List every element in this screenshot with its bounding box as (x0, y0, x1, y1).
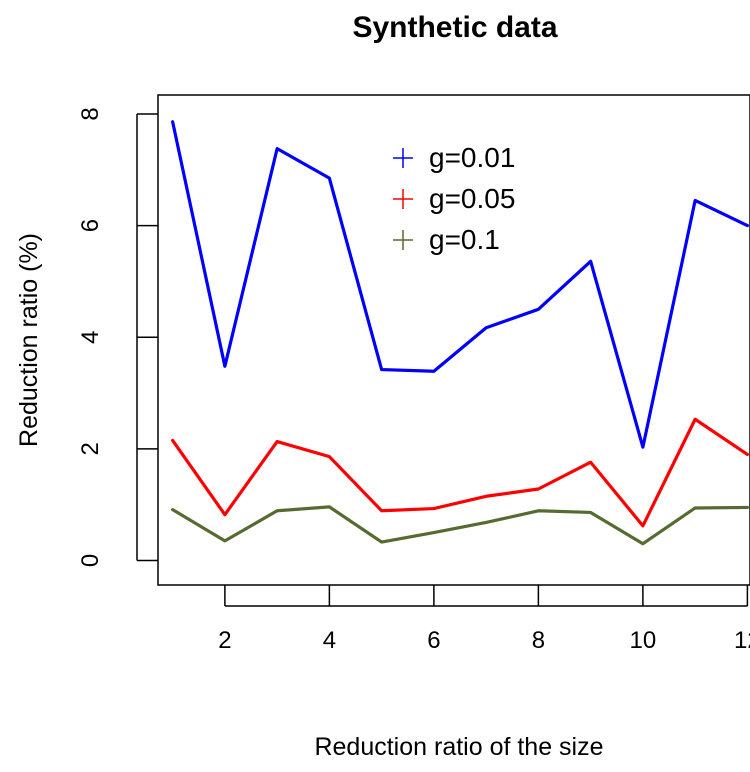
x-tick-label: 12 (734, 627, 750, 654)
x-axis: 2 4 6 8 10 12 (218, 585, 750, 654)
x-tick-label: 2 (218, 627, 231, 654)
x-tick-label: 4 (323, 627, 336, 654)
x-axis-label: Reduction ratio of the size (314, 733, 603, 761)
x-tick-label: 8 (532, 627, 545, 654)
legend-label-2: g=0.05 (429, 183, 515, 214)
legend-label-1: g=0.01 (429, 142, 515, 173)
x-tick-label: 10 (630, 627, 657, 654)
series-line-1 (171, 120, 749, 449)
y-axis: 0 2 4 6 8 (77, 107, 158, 567)
y-axis-label: Reduction ratio (%) (15, 233, 43, 447)
chart-title: Synthetic data (352, 11, 557, 44)
series-layer (171, 120, 749, 546)
x-tick-label: 6 (427, 627, 440, 654)
legend: g=0.01 g=0.05 g=0.1 (393, 142, 515, 255)
plot-frame (157, 94, 750, 586)
y-tick-label: 0 (77, 554, 104, 567)
series-line-3 (171, 505, 749, 546)
y-tick-label: 8 (77, 107, 104, 120)
legend-label-3: g=0.1 (429, 224, 500, 255)
y-tick-label: 2 (77, 442, 104, 455)
y-tick-label: 4 (77, 331, 104, 344)
y-tick-label: 6 (77, 219, 104, 232)
series-line-2 (171, 417, 749, 528)
